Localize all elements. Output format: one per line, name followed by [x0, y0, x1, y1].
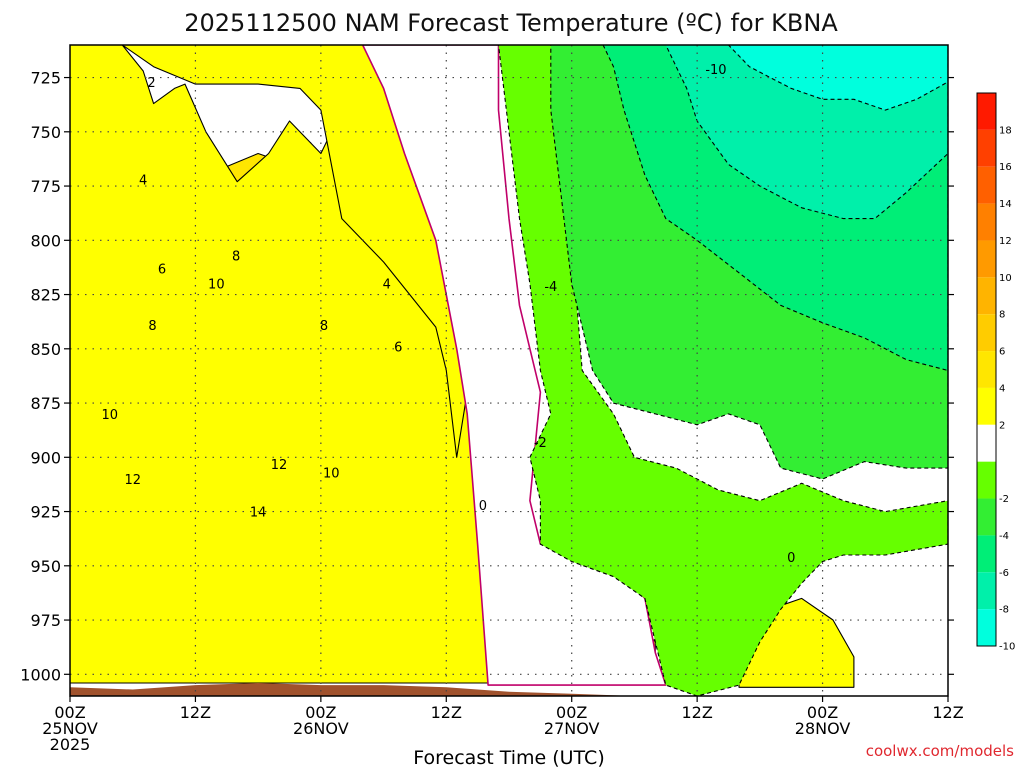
x-tick-label-48-1: 00Z	[556, 703, 587, 722]
ground-layer	[70, 683, 948, 696]
colorbar-band-3	[977, 203, 996, 241]
temperature-fill-regions	[70, 45, 948, 696]
contour-label-1: 4	[139, 174, 147, 189]
plot-frame	[69, 44, 949, 697]
contour-label-8: 6	[394, 341, 402, 356]
colorbar-label-0: 18	[999, 125, 1012, 136]
colorbar-label-12: -8	[999, 605, 1009, 616]
credit-link[interactable]: coolwx.com/models	[866, 742, 1014, 760]
colorbar-band-9	[977, 424, 996, 462]
y-tick-label-825: 825	[30, 286, 61, 305]
contour-label-9: 10	[101, 408, 118, 423]
colorbar-label-10: -4	[999, 531, 1009, 542]
contour-label-4: 10	[208, 278, 225, 293]
colorbar-frame	[976, 92, 997, 647]
colorbar-band-13	[977, 572, 996, 610]
colorbar-label-11: -6	[999, 568, 1009, 579]
contour-label-15: -2	[534, 436, 547, 451]
colorbar-band-10	[977, 461, 996, 499]
colorbar-label-8: 2	[999, 420, 1005, 431]
x-tick-label-84-1: 12Z	[932, 703, 963, 722]
colorbar-band-7	[977, 351, 996, 388]
colorbar-label-3: 12	[999, 236, 1012, 247]
contour-label-7: 4	[383, 278, 391, 293]
ground-fill	[70, 683, 948, 696]
x-tick-label-12-1: 12Z	[180, 703, 211, 722]
colorbar-band-14	[977, 609, 996, 646]
colorbar-band-2	[977, 166, 996, 204]
contour-label-17: -10	[705, 63, 726, 78]
colorbar-label-4: 10	[999, 273, 1012, 284]
colorbar-band-12	[977, 535, 996, 573]
x-axis-label: Forecast Time (UTC)	[413, 747, 604, 768]
x-tick-label-0-1: 00Z	[54, 703, 85, 722]
contour-label-16: -4	[544, 280, 557, 295]
colorbar-band-8	[977, 387, 996, 425]
y-tick-label-950: 950	[30, 557, 61, 576]
contour-label-6: 8	[320, 319, 328, 334]
y-tick-label-875: 875	[30, 394, 61, 413]
y-tick-label-725: 725	[30, 69, 61, 88]
y-tick-label-750: 750	[30, 123, 61, 142]
contour-labels: 2 4 6 8 10 8 8 4 6 10 12 12 10 14 0 -2 -4 -10 0	[101, 63, 795, 566]
contour-label-12: 10	[323, 466, 340, 481]
x-tick-label-48-2: 27NOV	[544, 719, 600, 738]
contour-label-3: 8	[232, 249, 240, 264]
colorbar-label-7: 4	[999, 383, 1005, 394]
y-tick-label-925: 925	[30, 503, 61, 522]
contour-label-18: 0	[787, 551, 795, 566]
chart-title: 2025112500 NAM Forecast Temperature (ºC)…	[184, 9, 838, 37]
y-tick-label-975: 975	[30, 611, 61, 630]
colorbar-label-1: 16	[999, 162, 1012, 173]
x-tick-label-60-1: 12Z	[681, 703, 712, 722]
y-tick-label-850: 850	[30, 340, 61, 359]
x-tick-label-0-2: 25NOV	[42, 719, 98, 738]
y-tick-label-800: 800	[30, 231, 61, 250]
contour-label-5: 8	[148, 319, 156, 334]
y-tick-label-1000: 1000	[20, 665, 61, 684]
x-tick-label-24-2: 26NOV	[293, 719, 349, 738]
colorbar-band-5	[977, 277, 996, 315]
contour-label-13: 14	[250, 506, 267, 521]
colorbar-label-13: -10	[999, 642, 1015, 653]
temperature-region-13	[497, 45, 948, 696]
colorbar-band-1	[977, 129, 996, 167]
y-tick-label-900: 900	[30, 448, 61, 467]
contour-label-2: 6	[158, 263, 166, 278]
temperature-region-17	[727, 45, 948, 111]
colorbar-band-0	[977, 93, 996, 130]
colorbar-label-6: 6	[999, 347, 1005, 358]
x-tick-label-36-1: 12Z	[431, 703, 462, 722]
x-tick-label-72-1: 00Z	[807, 703, 838, 722]
colorbar-band-6	[977, 314, 996, 352]
colorbar-band-11	[977, 498, 996, 536]
x-tick-label-24-1: 00Z	[305, 703, 336, 722]
colorbar-label-2: 14	[999, 199, 1012, 210]
contour-label-14: 0	[479, 499, 487, 514]
contour-label-10: 12	[124, 473, 141, 488]
y-tick-label-775: 775	[30, 177, 61, 196]
x-tick-label-72-2: 28NOV	[795, 719, 851, 738]
colorbar-label-5: 8	[999, 310, 1005, 321]
colorbar-label-9: -2	[999, 494, 1009, 505]
contour-label-0: 2	[147, 76, 155, 91]
contour-label-11: 12	[271, 458, 288, 473]
x-tick-label-0-3: 2025	[50, 735, 91, 754]
colorbar-band-4	[977, 240, 996, 278]
colorbar-legend: 18 16 14 12 10 8 6 4 2 -2 -4 -6 -8 -10	[976, 92, 1015, 653]
